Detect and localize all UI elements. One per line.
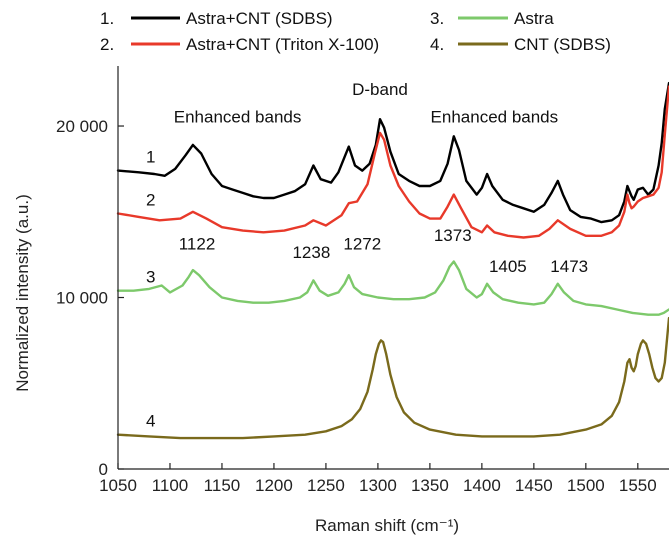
x-tick-label-1200: 1200 xyxy=(255,476,293,495)
series-line-3 xyxy=(116,260,669,316)
annotation-2: Enhanced bands xyxy=(174,108,302,127)
legend-label-4: CNT (SDBS) xyxy=(514,35,611,54)
x-tick-label-1150: 1150 xyxy=(204,476,241,495)
legend: 1. Astra+CNT (SDBS) 2. Astra+CNT (Triton X-… xyxy=(100,9,611,54)
annotations: D-band Enhanced bands Enhanced bands 1122 12… xyxy=(174,80,588,276)
axes: 1050 1100 1150 1200 1250 1300 1350 1400 1450 1500… xyxy=(56,66,669,495)
x-tick-label-1550: 1550 xyxy=(619,476,657,495)
series-line-1 xyxy=(116,81,669,224)
x-tick-label-1250: 1250 xyxy=(307,476,345,495)
series-line-4 xyxy=(116,316,669,440)
x-tick-label-1400: 1400 xyxy=(463,476,501,495)
curve-label-4: 4 xyxy=(146,412,155,431)
curve-labels: 1 2 3 4 xyxy=(146,148,155,431)
x-tick-label-1500: 1500 xyxy=(567,476,605,495)
legend-number-2: 2. xyxy=(100,35,114,54)
curve-label-3: 3 xyxy=(146,268,155,287)
annotation-4: 1122 xyxy=(179,234,216,253)
annotation-6: 1272 xyxy=(343,234,381,253)
annotation-1: D-band xyxy=(352,80,408,99)
curve-label-1: 1 xyxy=(146,148,155,167)
x-tick-label-1300: 1300 xyxy=(359,476,397,495)
legend-number-3: 3. xyxy=(430,9,444,28)
legend-label-3: Astra xyxy=(514,9,554,28)
x-tick-label-1450: 1450 xyxy=(515,476,553,495)
y-tick-label-10000: 10 000 xyxy=(56,289,108,308)
legend-label-2: Astra+CNT (Triton X-100) xyxy=(186,35,379,54)
annotation-5: 1238 xyxy=(292,243,330,262)
curve-label-2: 2 xyxy=(146,190,155,209)
annotation-8: 1405 xyxy=(489,257,527,276)
series-line-2 xyxy=(116,85,669,239)
legend-label-1: Astra+CNT (SDBS) xyxy=(186,9,333,28)
series-group xyxy=(116,81,669,440)
x-tick-label-1050: 1050 xyxy=(99,476,137,495)
annotation-3: Enhanced bands xyxy=(431,108,559,127)
x-tick-label-1100: 1100 xyxy=(152,476,189,495)
annotation-9: 1473 xyxy=(550,257,588,276)
y-tick-label-20000: 20 000 xyxy=(56,117,108,136)
legend-number-1: 1. xyxy=(100,9,114,28)
legend-number-4: 4. xyxy=(430,35,444,54)
x-tick-label-1350: 1350 xyxy=(411,476,449,495)
annotation-7: 1373 xyxy=(434,226,472,245)
y-axis-title: Normalized intensity (a.u.) xyxy=(13,194,32,391)
y-tick-label-0: 0 xyxy=(99,460,108,479)
x-axis-title: Raman shift (cm⁻¹) xyxy=(315,516,459,535)
